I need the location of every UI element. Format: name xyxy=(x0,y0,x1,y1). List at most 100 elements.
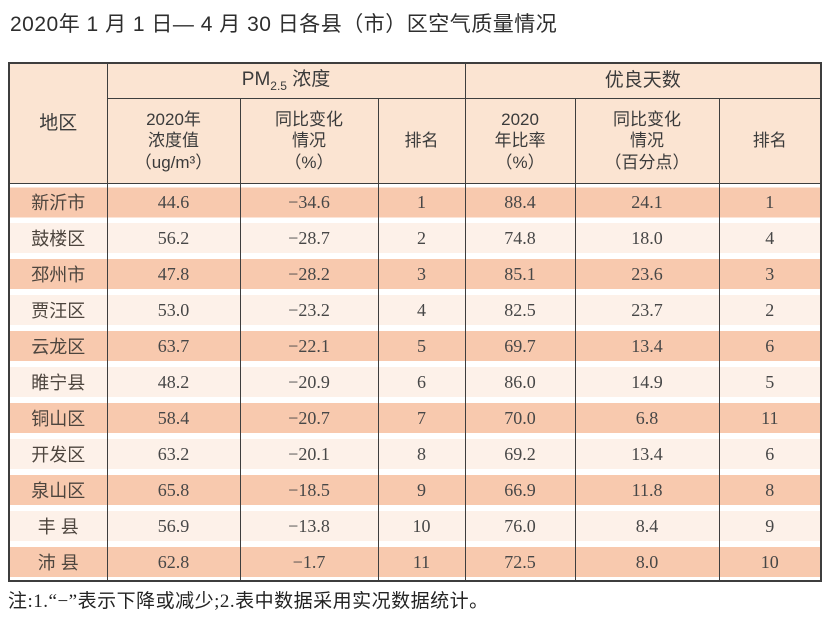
pm-value-cell: 56.2 xyxy=(106,220,241,256)
good-ratio-cell: 69.7 xyxy=(464,328,576,364)
pm-value-cell: 48.2 xyxy=(106,364,241,400)
pm-value-cell: 62.8 xyxy=(106,544,241,581)
pm-value-cell: 53.0 xyxy=(106,292,241,328)
pm-change-cell: −18.5 xyxy=(239,472,379,508)
region-cell: 开发区 xyxy=(8,436,108,472)
pm25-label-suffix: 浓度 xyxy=(286,69,331,91)
pm-rank-cell: 11 xyxy=(377,544,466,581)
region-cell: 泉山区 xyxy=(8,472,108,508)
table-body: 新沂市 44.6 −34.6 1 88.4 24.1 1 鼓楼区 56.2 −28.7 2 74.8 1… xyxy=(8,183,822,581)
region-cell: 云龙区 xyxy=(8,328,108,364)
table-row: 睢宁县 48.2 −20.9 6 86.0 14.9 5 xyxy=(8,364,822,400)
good-ratio-cell: 70.0 xyxy=(464,400,576,436)
pm-value-cell: 47.8 xyxy=(106,256,241,292)
table-row: 贾汪区 53.0 −23.2 4 82.5 23.7 2 xyxy=(8,292,822,328)
pm-value-cell: 58.4 xyxy=(106,400,241,436)
good-change-cell: 23.7 xyxy=(574,292,720,328)
table-row: 新沂市 44.6 −34.6 1 88.4 24.1 1 xyxy=(8,183,822,220)
pm-value-cell: 56.9 xyxy=(106,508,241,544)
good-ratio-cell: 76.0 xyxy=(464,508,576,544)
pm-rank-cell: 5 xyxy=(377,328,466,364)
good-rank-cell: 4 xyxy=(718,220,822,256)
table-row: 鼓楼区 56.2 −28.7 2 74.8 18.0 4 xyxy=(8,220,822,256)
table-row: 云龙区 63.7 −22.1 5 69.7 13.4 6 xyxy=(8,328,822,364)
header-good-days-group: 优良天数 xyxy=(464,62,822,99)
pm-rank-cell: 8 xyxy=(377,436,466,472)
good-ratio-cell: 69.2 xyxy=(464,436,576,472)
header-good-change: 同比变化 情况 （百分点） xyxy=(574,98,720,184)
good-change-cell: 23.6 xyxy=(574,256,720,292)
good-change-cell: 13.4 xyxy=(574,328,720,364)
region-cell: 贾汪区 xyxy=(8,292,108,328)
header-pm25-group: PM2.5 浓度 xyxy=(106,62,466,99)
good-change-cell: 6.8 xyxy=(574,400,720,436)
good-ratio-cell: 88.4 xyxy=(464,183,576,220)
good-change-cell: 14.9 xyxy=(574,364,720,400)
region-cell: 沛 县 xyxy=(8,544,108,581)
good-ratio-cell: 72.5 xyxy=(464,544,576,581)
header-pm-rank: 排名 xyxy=(377,98,466,184)
footnote: 注:1.“−”表示下降或减少;2.表中数据采用实况数据统计。 xyxy=(8,591,489,612)
good-rank-cell: 6 xyxy=(718,328,822,364)
pm-value-cell: 63.2 xyxy=(106,436,241,472)
good-change-cell: 24.1 xyxy=(574,183,720,220)
header-sub-row: 2020年 浓度值 （ug/m³） 同比变化 情况 （%） 排名 2020 年比… xyxy=(9,98,822,184)
pm-value-cell: 44.6 xyxy=(106,183,241,220)
table-row: 丰 县 56.9 −13.8 10 76.0 8.4 9 xyxy=(8,508,822,544)
good-change-cell: 13.4 xyxy=(574,436,720,472)
pm-change-cell: −13.8 xyxy=(239,508,379,544)
good-rank-cell: 6 xyxy=(718,436,822,472)
pm-rank-cell: 9 xyxy=(377,472,466,508)
pm-rank-cell: 10 xyxy=(377,508,466,544)
pm-change-cell: −23.2 xyxy=(239,292,379,328)
table-row: 开发区 63.2 −20.1 8 69.2 13.4 6 xyxy=(8,436,822,472)
good-rank-cell: 5 xyxy=(718,364,822,400)
header-pm-change: 同比变化 情况 （%） xyxy=(239,98,379,184)
air-quality-table: 地区 PM2.5 浓度 优良天数 2020年 浓度值 （ug/m³） 同比变化 … xyxy=(8,62,823,582)
pm-rank-cell: 3 xyxy=(377,256,466,292)
region-cell: 铜山区 xyxy=(8,400,108,436)
pm-rank-cell: 4 xyxy=(377,292,466,328)
good-rank-cell: 3 xyxy=(718,256,822,292)
table-row: 邳州市 47.8 −28.2 3 85.1 23.6 3 xyxy=(8,256,822,292)
good-ratio-cell: 74.8 xyxy=(464,220,576,256)
good-rank-cell: 1 xyxy=(718,183,822,220)
pm-rank-cell: 6 xyxy=(377,364,466,400)
header-pm-value: 2020年 浓度值 （ug/m³） xyxy=(106,98,241,184)
header-region: 地区 xyxy=(8,62,108,184)
good-rank-cell: 11 xyxy=(718,400,822,436)
good-rank-cell: 10 xyxy=(718,544,822,581)
pm25-label-subscript: 2.5 xyxy=(270,78,287,93)
table-row: 泉山区 65.8 −18.5 9 66.9 11.8 8 xyxy=(8,472,822,508)
pm-value-cell: 65.8 xyxy=(106,472,241,508)
pm-rank-cell: 1 xyxy=(377,183,466,220)
good-rank-cell: 2 xyxy=(718,292,822,328)
page-title: 2020年 1 月 1 日— 4 月 30 日各县（市）区空气质量情况 xyxy=(10,13,558,36)
good-change-cell: 8.0 xyxy=(574,544,720,581)
good-ratio-cell: 66.9 xyxy=(464,472,576,508)
pm-change-cell: −34.6 xyxy=(239,183,379,220)
region-cell: 新沂市 xyxy=(8,183,108,220)
pm-value-cell: 63.7 xyxy=(106,328,241,364)
pm-change-cell: −20.1 xyxy=(239,436,379,472)
good-change-cell: 11.8 xyxy=(574,472,720,508)
region-cell: 睢宁县 xyxy=(8,364,108,400)
pm25-label-prefix: PM xyxy=(241,69,271,91)
good-change-cell: 18.0 xyxy=(574,220,720,256)
pm-change-cell: −1.7 xyxy=(239,544,379,581)
header-good-rank: 排名 xyxy=(718,98,822,184)
good-rank-cell: 9 xyxy=(718,508,822,544)
header-group-row: 地区 PM2.5 浓度 优良天数 xyxy=(8,62,822,184)
region-cell: 邳州市 xyxy=(8,256,108,292)
pm-change-cell: −22.1 xyxy=(239,328,379,364)
region-cell: 丰 县 xyxy=(8,508,108,544)
region-cell: 鼓楼区 xyxy=(8,220,108,256)
pm-rank-cell: 2 xyxy=(377,220,466,256)
pm-change-cell: −20.9 xyxy=(239,364,379,400)
good-ratio-cell: 82.5 xyxy=(464,292,576,328)
header-good-ratio: 2020 年比率 （%） xyxy=(464,98,576,184)
good-change-cell: 8.4 xyxy=(574,508,720,544)
pm-change-cell: −28.2 xyxy=(239,256,379,292)
good-rank-cell: 8 xyxy=(718,472,822,508)
